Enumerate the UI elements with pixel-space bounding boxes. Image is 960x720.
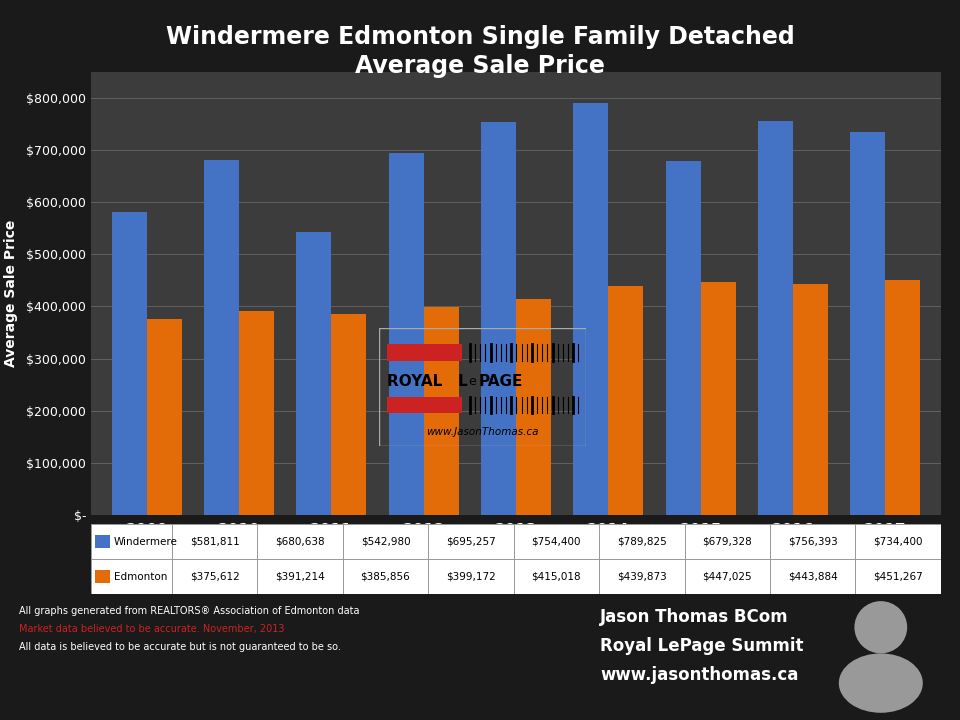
Bar [95,536,109,548]
Bar [855,559,941,594]
Bar [665,161,701,515]
Bar [331,314,367,515]
Bar [172,524,257,559]
Y-axis label: Average Sale Price: Average Sale Price [4,220,18,367]
Ellipse shape [839,654,923,713]
Bar [481,122,516,515]
Bar [343,524,428,559]
Bar [257,559,343,594]
Bar [770,524,855,559]
Text: Market data believed to be accurate. November, 2013: Market data believed to be accurate. Nov… [19,624,285,634]
Text: $734,400: $734,400 [874,536,923,546]
Bar [770,559,855,594]
Bar [428,524,514,559]
Text: $581,811: $581,811 [190,536,239,546]
Bar [343,559,428,594]
Bar [514,559,599,594]
Bar [111,212,147,515]
Text: Royal LePage Summit: Royal LePage Summit [600,637,804,655]
Text: Edmonton: Edmonton [114,572,167,582]
Text: $754,400: $754,400 [532,536,581,546]
Text: L: L [458,374,468,389]
Bar [147,319,181,515]
Bar [423,307,459,515]
Bar [388,344,462,361]
Text: $680,638: $680,638 [276,536,324,546]
Bar [851,132,885,515]
Text: Jason Thomas BCom: Jason Thomas BCom [600,608,788,626]
Text: $695,257: $695,257 [446,536,495,546]
Text: $443,884: $443,884 [788,572,837,582]
Text: Average Sale Price: Average Sale Price [355,54,605,78]
Bar [701,282,735,515]
Text: Windermere: Windermere [114,536,178,546]
Text: $447,025: $447,025 [703,572,752,582]
Text: www.jasonthomas.ca: www.jasonthomas.ca [600,666,799,684]
Bar [758,121,793,515]
Text: PAGE: PAGE [478,374,522,389]
Bar [793,284,828,515]
Text: $391,214: $391,214 [276,572,324,582]
Bar [855,524,941,559]
Bar [885,279,921,515]
Bar [91,559,172,594]
Text: Windermere Edmonton Single Family Detached: Windermere Edmonton Single Family Detach… [166,25,794,49]
Text: $399,172: $399,172 [446,572,495,582]
Bar [573,104,609,515]
Text: ROYAL: ROYAL [388,374,448,389]
Bar [389,153,423,515]
Text: $542,980: $542,980 [361,536,410,546]
Bar [514,524,599,559]
Text: $451,267: $451,267 [874,572,923,582]
Bar [388,397,462,413]
Bar [428,559,514,594]
Bar [516,299,551,515]
Bar [599,524,684,559]
Circle shape [854,601,907,654]
Text: $756,393: $756,393 [788,536,837,546]
Bar [95,570,109,582]
Bar [204,161,239,515]
Text: All graphs generated from REALTORS® Association of Edmonton data: All graphs generated from REALTORS® Asso… [19,606,360,616]
Bar [609,286,643,515]
Bar [684,559,770,594]
Text: All data is believed to be accurate but is not guaranteed to be so.: All data is believed to be accurate but … [19,642,341,652]
Bar [172,559,257,594]
Bar [599,559,684,594]
Text: $439,873: $439,873 [617,572,666,582]
Text: e: e [468,374,476,387]
Text: www.JasonThomas.ca: www.JasonThomas.ca [426,427,539,437]
Bar [257,524,343,559]
Text: $375,612: $375,612 [190,572,239,582]
Text: $415,018: $415,018 [532,572,581,582]
Bar [239,311,274,515]
Bar [297,232,331,515]
Text: $679,328: $679,328 [703,536,752,546]
Bar [684,524,770,559]
Text: $385,856: $385,856 [361,572,410,582]
Text: $789,825: $789,825 [617,536,666,546]
Bar [91,524,172,559]
